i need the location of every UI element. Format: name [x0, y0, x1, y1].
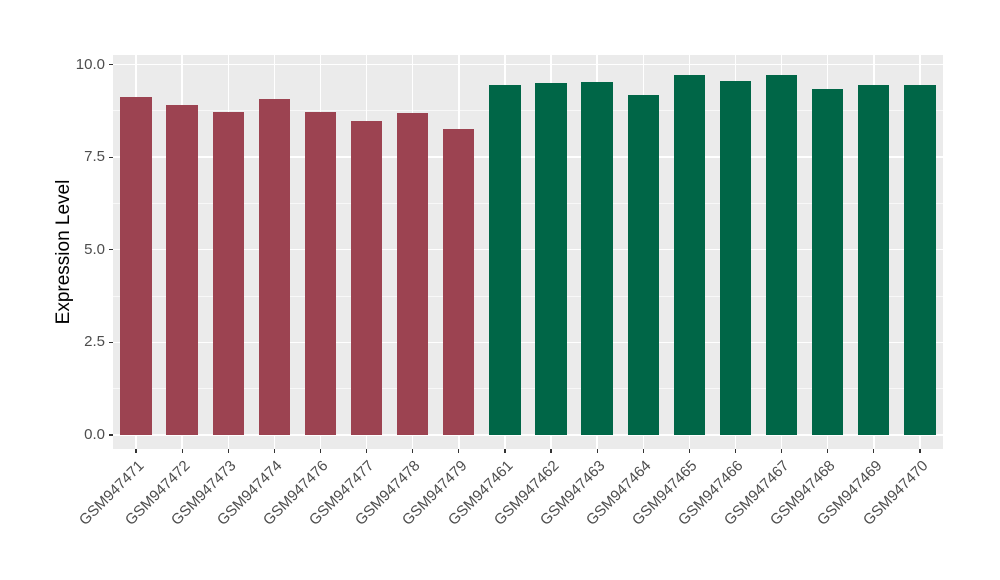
bar	[581, 81, 613, 435]
gridline-major	[113, 341, 943, 344]
x-tick	[135, 449, 137, 453]
x-tick	[688, 449, 690, 453]
bar	[443, 128, 475, 435]
x-tick	[504, 449, 506, 453]
bar	[858, 84, 890, 435]
y-tick-label: 5.0	[84, 240, 105, 258]
y-tick	[109, 341, 113, 343]
bar	[166, 104, 198, 435]
bar	[304, 111, 337, 435]
x-tick	[319, 449, 322, 453]
x-tick	[550, 449, 552, 453]
x-tick	[827, 449, 829, 453]
bar	[212, 111, 244, 435]
gridline-major	[113, 249, 943, 251]
bar	[765, 74, 798, 435]
bar	[904, 84, 936, 435]
y-tick	[109, 63, 113, 66]
bar	[397, 113, 429, 435]
bar	[350, 120, 383, 435]
y-tick	[109, 249, 113, 251]
y-tick-label: 0.0	[84, 426, 105, 443]
gridline-minor	[113, 110, 943, 112]
x-tick	[181, 449, 183, 453]
gridline-minor	[113, 295, 943, 297]
bar	[673, 75, 706, 435]
x-tick	[873, 449, 875, 453]
gridline-major	[113, 63, 943, 66]
y-tick-label: 10.0	[75, 55, 105, 73]
x-tick	[919, 449, 921, 453]
plot-panel	[113, 55, 943, 449]
x-tick	[273, 449, 275, 453]
y-tick	[109, 434, 113, 436]
bar	[258, 98, 291, 435]
gridline-minor	[113, 388, 943, 390]
bar	[489, 84, 521, 435]
x-tick	[458, 449, 460, 453]
bar	[120, 96, 152, 435]
x-tick	[642, 449, 644, 453]
bar	[719, 80, 752, 435]
y-tick	[109, 156, 113, 158]
bar	[627, 94, 659, 435]
x-tick	[227, 449, 229, 453]
y-tick-label: 7.5	[84, 148, 105, 166]
bar	[812, 89, 844, 435]
x-tick	[412, 449, 414, 453]
x-tick	[366, 449, 368, 453]
y-tick-label: 2.5	[84, 333, 105, 351]
gridline-minor	[113, 202, 943, 204]
bar	[535, 82, 567, 435]
gridline-major	[113, 156, 943, 158]
x-tick	[596, 449, 598, 453]
gridline-major	[113, 434, 943, 436]
x-tick	[734, 449, 737, 453]
x-tick	[781, 449, 783, 453]
